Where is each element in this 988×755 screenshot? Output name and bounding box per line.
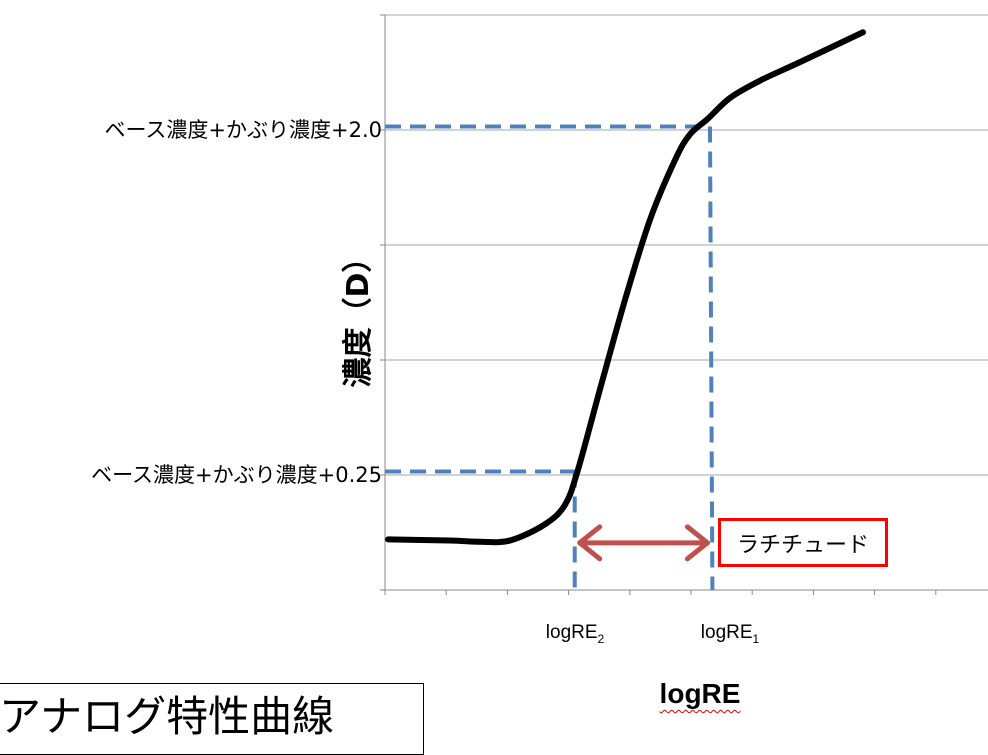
latitude-arrow-head-right <box>684 524 710 562</box>
reference-vline-logre1 <box>707 126 715 591</box>
x-axis-title: logRE <box>659 678 741 709</box>
x-marker-logre1: logRE1 <box>700 622 760 646</box>
latitude-arrow-head-left <box>577 524 603 562</box>
level-label-2.0: ベース濃度+かぶり濃度+2.0 <box>104 118 382 142</box>
level-label-0.25: ベース濃度+かぶり濃度+0.25 <box>91 463 382 487</box>
characteristic-curve <box>385 29 866 546</box>
characteristic-curve-plot <box>380 14 988 595</box>
x-marker-logre2: logRE2 <box>545 622 605 646</box>
chart-title: アナログ特性曲線 <box>0 683 424 755</box>
y-axis-title: 濃度（D） <box>341 242 376 388</box>
latitude-label: ラチチュード <box>736 532 869 558</box>
latitude-label-box: ラチチュード <box>718 518 888 567</box>
